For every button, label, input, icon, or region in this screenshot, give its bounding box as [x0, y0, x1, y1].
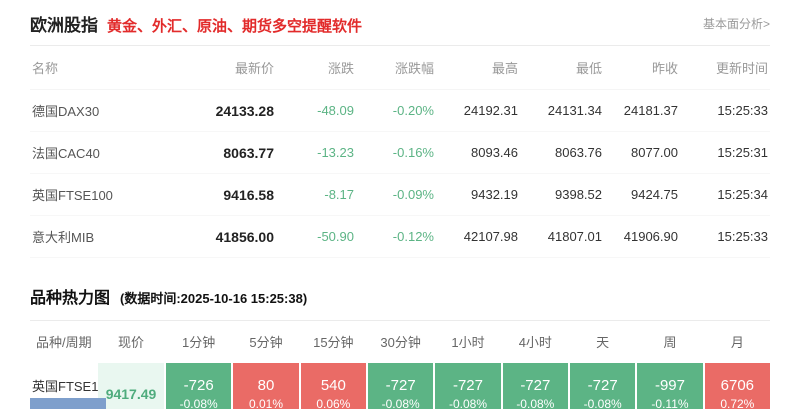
high-value: 9432.19 [436, 173, 520, 216]
heat-cell-pct: -0.08% [583, 397, 622, 409]
heatmap-data-time: (数据时间:2025-10-16 15:25:38) [120, 291, 308, 306]
heat-cell-value: -726 [183, 377, 214, 394]
heat-cell-5min: 80 0.01% [233, 363, 299, 409]
last-price: 24133.28 [190, 89, 276, 132]
heat-cell-pct: -0.11% [651, 397, 689, 409]
col-header-prev-close: 昨收 [604, 45, 680, 90]
col-header-high: 最高 [436, 45, 520, 90]
instrument-name: 英国FTSE100 [30, 173, 190, 216]
col-header-low: 最低 [520, 45, 604, 90]
heat-cell-pct: 0.72% [720, 397, 755, 409]
page-header: 欧洲股指 黄金、外汇、原油、期货多空提醒软件 基本面分析> [0, 0, 800, 45]
quote-row-ftse100[interactable]: 英国FTSE100 9416.58 -8.17 -0.09% 9432.19 9… [30, 173, 770, 216]
last-price: 9416.58 [190, 173, 276, 216]
heat-cell-value: -727 [520, 377, 551, 394]
col-header-name: 名称 [30, 45, 190, 90]
high-value: 8093.46 [436, 131, 520, 174]
quote-row-mib[interactable]: 意大利MIB 41856.00 -50.90 -0.12% 42107.98 4… [30, 215, 770, 258]
heat-col-4hour: 4小时 [518, 335, 552, 350]
update-time: 15:25:31 [680, 131, 770, 174]
heat-cell-week: -997 -0.11% [637, 363, 703, 409]
low-value: 8063.76 [520, 131, 604, 174]
update-time: 15:25:33 [680, 215, 770, 258]
heat-cell-pct: 0.06% [316, 397, 351, 409]
heat-cell-value: -727 [587, 377, 618, 394]
change-value: -13.23 [276, 131, 356, 174]
col-header-last: 最新价 [190, 45, 276, 90]
heat-cell-value: -727 [452, 377, 483, 394]
instrument-name: 意大利MIB [30, 215, 190, 258]
prev-close-value: 8077.00 [604, 131, 680, 174]
prev-close-value: 9424.75 [604, 173, 680, 216]
heat-col-symbol-period: 品种/周期 [36, 335, 92, 350]
last-price: 8063.77 [190, 131, 276, 174]
heat-col-current-price: 现价 [117, 335, 144, 350]
heat-cell-value: -997 [654, 377, 685, 394]
heat-cell-pct: -0.08% [381, 397, 420, 409]
low-value: 41807.01 [520, 215, 604, 258]
heatmap-title: 品种热力图 [30, 290, 111, 307]
fundamental-analysis-link[interactable]: 基本面分析> [702, 17, 770, 31]
change-pct: -0.09% [356, 173, 436, 216]
heat-cell-value: 80 [257, 377, 275, 394]
title-group: 欧洲股指 黄金、外汇、原油、期货多空提醒软件 [30, 11, 362, 36]
heat-cell-day: -727 -0.08% [570, 363, 636, 409]
heat-col-1min: 1分钟 [182, 335, 216, 350]
heat-cell-pct: -0.08% [516, 397, 555, 409]
heat-current-price: 9417.49 [98, 363, 164, 409]
heat-col-15min: 15分钟 [313, 335, 354, 350]
heat-cell-1hour: -727 -0.08% [435, 363, 501, 409]
heat-cell-30min: -727 -0.08% [368, 363, 434, 409]
heat-cell-4hour: -727 -0.08% [502, 363, 568, 409]
prev-close-value: 24181.37 [604, 89, 680, 132]
heat-cell-pct: -0.08% [179, 397, 218, 409]
quote-row-dax30[interactable]: 德国DAX30 24133.28 -48.09 -0.20% 24192.31 … [30, 89, 770, 132]
quote-row-cac40[interactable]: 法国CAC40 8063.77 -13.23 -0.16% 8093.46 80… [30, 131, 770, 174]
change-value: -8.17 [276, 173, 356, 216]
change-pct: -0.20% [356, 89, 436, 132]
heat-cell-15min: 540 0.06% [300, 363, 366, 409]
change-value: -48.09 [276, 89, 356, 132]
heatmap-row-ftse100: 英国FTSE100 FTSE 9417.49 -726 -0.08% 80 0.… [30, 363, 770, 409]
heat-instrument-name: 英国FTSE100 [32, 379, 113, 394]
heat-cell-month: 6706 0.72% [704, 363, 770, 409]
instrument-name: 法国CAC40 [30, 131, 190, 174]
change-value: -50.90 [276, 215, 356, 258]
last-price: 41856.00 [190, 215, 276, 258]
update-time: 15:25:33 [680, 89, 770, 132]
heat-cell-value: 6706 [720, 377, 755, 394]
update-time: 15:25:34 [680, 173, 770, 216]
quotes-table: 名称 最新价 涨跌 涨跌幅 最高 最低 昨收 更新时间 德国DAX30 2413… [30, 45, 770, 258]
heat-cell-pct: -0.08% [448, 397, 487, 409]
heat-col-30min: 30分钟 [380, 335, 421, 350]
partial-next-row [30, 398, 106, 409]
instrument-name: 德国DAX30 [30, 89, 190, 132]
heatmap-header-row: 品种/周期 现价 1分钟 5分钟 15分钟 30分钟 1小时 4小时 天 周 月 [30, 320, 770, 362]
change-pct: -0.12% [356, 215, 436, 258]
col-header-change-pct: 涨跌幅 [356, 45, 436, 90]
prev-close-value: 41906.90 [604, 215, 680, 258]
high-value: 24192.31 [436, 89, 520, 132]
heat-cell-1min: -726 -0.08% [166, 363, 232, 409]
heat-col-day: 天 [596, 335, 610, 350]
high-value: 42107.98 [436, 215, 520, 258]
heat-cell-value: -727 [385, 377, 416, 394]
heat-col-week: 周 [663, 335, 677, 350]
quotes-header-row: 名称 最新价 涨跌 涨跌幅 最高 最低 昨收 更新时间 [30, 45, 770, 90]
low-value: 24131.34 [520, 89, 604, 132]
heat-col-5min: 5分钟 [249, 335, 283, 350]
page-title: 欧洲股指 [30, 16, 98, 35]
heat-cell-pct: 0.01% [248, 397, 283, 409]
col-header-change: 涨跌 [276, 45, 356, 90]
low-value: 9398.52 [520, 173, 604, 216]
heatmap-title-row: 品种热力图 (数据时间:2025-10-16 15:25:38) [0, 258, 800, 320]
heat-col-1hour: 1小时 [451, 335, 485, 350]
page-subtitle: 黄金、外汇、原油、期货多空提醒软件 [107, 18, 363, 35]
heat-cell-value: 540 [320, 377, 346, 394]
heat-col-month: 月 [730, 335, 744, 350]
change-pct: -0.16% [356, 131, 436, 174]
col-header-updated: 更新时间 [680, 45, 770, 90]
